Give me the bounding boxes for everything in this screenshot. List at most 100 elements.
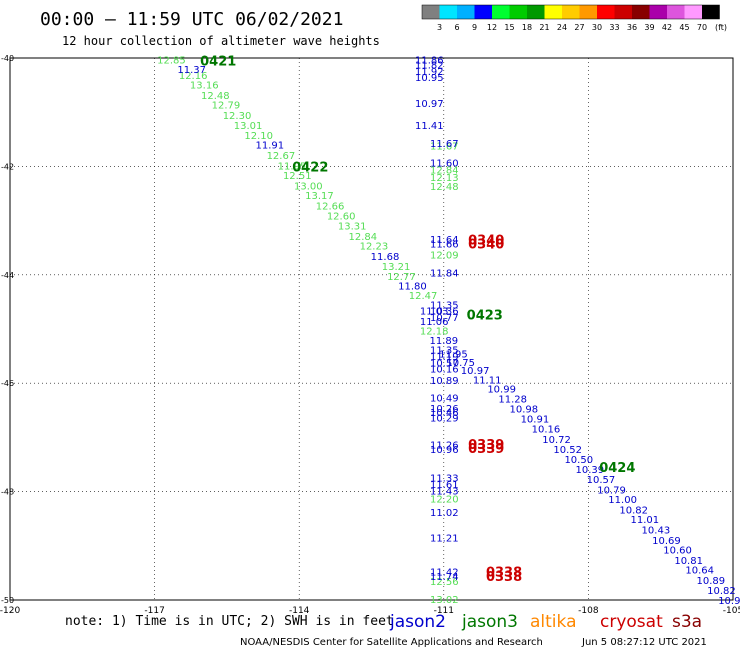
colorbar-swatch bbox=[702, 5, 720, 19]
colorbar-swatch bbox=[457, 5, 475, 19]
swh-value-jason2: 11.03 bbox=[420, 307, 449, 318]
colorbar-label: 70 bbox=[697, 23, 707, 32]
colorbar-label: 39 bbox=[644, 23, 654, 32]
page-title: 00:00 – 11:59 UTC 06/02/2021 bbox=[40, 9, 343, 30]
swh-value-jason2: 11.37 bbox=[177, 65, 206, 76]
colorbar-label: 12 bbox=[487, 23, 497, 32]
swh-value-jason2: 10.91 bbox=[718, 596, 740, 607]
swh-value-jason2: 11.11 bbox=[473, 375, 502, 386]
colorbar-swatch bbox=[492, 5, 510, 19]
swh-value-jason2: 10.77 bbox=[430, 313, 459, 324]
colorbar-label: 6 bbox=[454, 23, 459, 32]
swh-value-jason3: 12.66 bbox=[316, 201, 345, 212]
satellite-legend: jason2 jason3 altika cryosat s3a bbox=[389, 612, 702, 632]
pass-time-label: 0338 bbox=[486, 565, 522, 580]
swh-value-jason2: 11.35 bbox=[430, 301, 459, 312]
swh-value-jason2: 10.26 bbox=[430, 404, 459, 415]
color-scale-legend: 3 6 9 12 15 18 21 24 27 30 33 36 39 42 45 70 bbox=[421, 4, 720, 32]
colorbar-label: 33 bbox=[609, 23, 619, 32]
swh-value-jason2: 11.19 bbox=[430, 352, 459, 363]
swh-value-jason2: 10.16 bbox=[532, 425, 561, 436]
axis-ticks: -120 -117 -114 -111 -108 -105 -40 -42 -44 -46 -48 -… bbox=[0, 54, 740, 616]
swh-value-jason2: 11.74 bbox=[430, 572, 459, 583]
colorbar-label: 45 bbox=[679, 23, 689, 32]
swh-value-jason2: 10.89 bbox=[697, 576, 726, 587]
swh-value-jason2: 11.66 bbox=[430, 239, 459, 250]
swh-value-jason2: 10.57 bbox=[587, 475, 616, 486]
y-tick-label: -48 bbox=[1, 488, 14, 497]
swh-value-jason3: 12.09 bbox=[430, 251, 459, 262]
satellite-legend-s3a: s3a bbox=[672, 612, 702, 632]
colorbar-swatch bbox=[439, 5, 457, 19]
colorbar-label: 21 bbox=[539, 23, 549, 32]
swh-value-jason3: 12.51 bbox=[283, 171, 312, 182]
satellite-legend-jason3: jason3 bbox=[461, 612, 518, 632]
swh-value-jason3: 13.00 bbox=[294, 181, 323, 192]
swh-value-jason2: 10.43 bbox=[642, 526, 671, 537]
swh-value-jason2: 10.81 bbox=[674, 556, 703, 567]
colorbar-swatch bbox=[509, 5, 527, 19]
swh-value-jason2: 11.26 bbox=[430, 440, 459, 451]
plot-frame bbox=[9, 57, 734, 601]
pass-time-label: 0340 bbox=[468, 237, 504, 252]
footer-credit: NOAA/NESDIS Center for Satellite Applica… bbox=[240, 637, 543, 648]
x-tick-label: -120 bbox=[0, 606, 20, 616]
swh-value-jason2: 11.61 bbox=[430, 480, 459, 491]
colorbar-label: 42 bbox=[662, 23, 672, 32]
swh-value-jason3: 12.56 bbox=[430, 577, 459, 588]
swh-value-jason2: 11.02 bbox=[430, 508, 459, 519]
satellite-legend-jason2: jason2 bbox=[389, 612, 446, 632]
colorbar-label: 18 bbox=[522, 23, 532, 32]
swh-value-jason3: 12.23 bbox=[360, 242, 389, 253]
colorbar-border bbox=[421, 4, 720, 20]
swh-value-jason2: 11.89 bbox=[429, 336, 458, 347]
swh-value-jason3: 12.84 bbox=[430, 166, 459, 177]
swh-value-jason2: 11.64 bbox=[430, 235, 459, 246]
swh-value-jason3: 12.48 bbox=[201, 91, 230, 102]
swh-value-jason2: 10.72 bbox=[542, 435, 571, 446]
swh-value-jason3: 12.47 bbox=[409, 291, 438, 302]
swh-value-jason3: 13.17 bbox=[305, 191, 334, 202]
swh-value-jason2: 11.60 bbox=[430, 159, 459, 170]
colorbar-swatch bbox=[667, 5, 685, 19]
swh-value-jason3: 12.48 bbox=[430, 182, 459, 193]
pass-time-label: 0339 bbox=[468, 442, 504, 457]
swh-value-jason3: 13.02 bbox=[430, 595, 459, 606]
colorbar-swatch bbox=[527, 5, 545, 19]
swh-value-jason2: 10.52 bbox=[553, 445, 582, 456]
colorbar-label: 15 bbox=[504, 23, 514, 32]
swh-value-jason2: 10.60 bbox=[663, 546, 692, 557]
swh-value-jason3: 12.67 bbox=[267, 151, 296, 162]
x-tick-label: -114 bbox=[289, 606, 310, 616]
swh-value-jason2: 11.67 bbox=[430, 139, 459, 150]
swh-value-jason2: 11.95 bbox=[439, 349, 468, 360]
swh-value-jason3: 12.79 bbox=[212, 101, 241, 112]
swh-value-jason2: 10.69 bbox=[652, 536, 681, 547]
swh-value-jason2: 10.79 bbox=[597, 485, 626, 496]
swh-value-jason2: 10.97 bbox=[461, 366, 490, 377]
swh-value-jason3: 13.01 bbox=[234, 121, 263, 132]
swh-value-jason2: 10.36 bbox=[430, 307, 459, 318]
swh-value-jason2: 10.91 bbox=[521, 414, 550, 425]
swh-value-jason3: 13.16 bbox=[190, 81, 219, 92]
colorbar-swatch bbox=[597, 5, 615, 19]
swh-value-jason3: 12.30 bbox=[223, 111, 252, 122]
swh-value-jason2: 11.33 bbox=[430, 474, 459, 485]
colorbar-swatch bbox=[614, 5, 632, 19]
swh-value-jason2: 10.16 bbox=[430, 365, 459, 376]
swh-value-jason2: 11.80 bbox=[398, 282, 427, 293]
colorbar-swatch bbox=[684, 5, 702, 19]
swh-value-jason2: 10.89 bbox=[430, 376, 459, 387]
pass-time-label: 0423 bbox=[467, 308, 503, 323]
swh-value-jason2: 10.96 bbox=[430, 445, 459, 456]
swh-value-jason2: 11.42 bbox=[430, 567, 459, 578]
swh-value-jason2: 11.86 bbox=[415, 56, 444, 67]
page-subtitle: 12 hour collection of altimeter wave hei… bbox=[62, 34, 380, 48]
swh-value-jason2: 10.57 bbox=[430, 359, 459, 370]
colorbar-swatch bbox=[579, 5, 597, 19]
colorbar-unit: (ft) bbox=[715, 23, 727, 32]
swh-value-jason2: 10.39 bbox=[576, 465, 605, 476]
swh-value-jason2: 11.68 bbox=[371, 252, 400, 263]
